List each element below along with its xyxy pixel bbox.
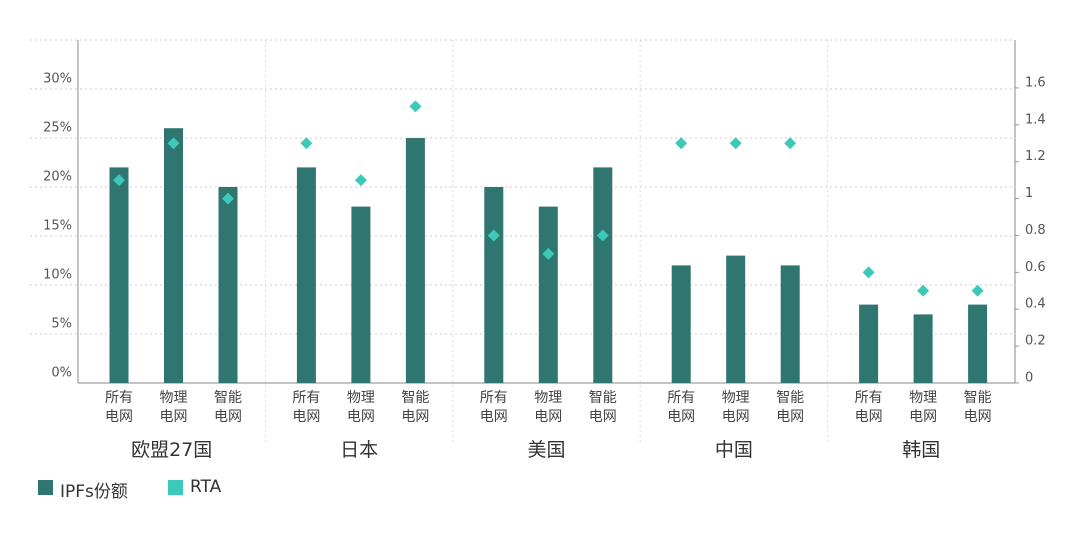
bar bbox=[913, 314, 933, 383]
bar bbox=[593, 167, 613, 383]
bar bbox=[218, 187, 238, 383]
y2-tick-label: 0.8 bbox=[1025, 223, 1046, 238]
legend-label: RTA bbox=[190, 477, 222, 497]
group-label: 中国 bbox=[714, 439, 753, 461]
rta-marker bbox=[542, 247, 555, 260]
rta-marker bbox=[862, 266, 875, 279]
x-tick-label: 智能电网 bbox=[776, 390, 805, 425]
y2-tick-label: 1.2 bbox=[1025, 149, 1046, 164]
bar bbox=[538, 206, 558, 383]
rta-marker bbox=[784, 137, 797, 150]
y2-tick-label: 1.4 bbox=[1025, 112, 1046, 127]
rta-marker bbox=[917, 284, 930, 297]
rta-marker bbox=[729, 137, 742, 150]
y2-tick-label: 0.6 bbox=[1025, 260, 1046, 275]
bar bbox=[726, 255, 746, 383]
y-tick-label: 25% bbox=[43, 121, 72, 136]
bar bbox=[351, 206, 371, 383]
rta-marker bbox=[596, 229, 609, 242]
rta-marker bbox=[487, 229, 500, 242]
x-tick-label: 物理电网 bbox=[534, 390, 563, 425]
x-tick-label: 智能电网 bbox=[401, 390, 430, 425]
rta-marker bbox=[409, 100, 422, 113]
x-tick-label: 物理电网 bbox=[909, 390, 938, 425]
bar bbox=[109, 167, 129, 383]
bar bbox=[968, 304, 988, 383]
y-tick-label: 0% bbox=[51, 366, 72, 381]
x-tick-label: 所有电网 bbox=[292, 390, 321, 425]
bar bbox=[164, 128, 183, 383]
rta-marker bbox=[971, 284, 984, 297]
y2-tick-label: 1 bbox=[1025, 186, 1033, 201]
rta-marker bbox=[300, 137, 313, 150]
x-tick-label: 智能电网 bbox=[214, 390, 242, 425]
rta-marker bbox=[675, 137, 688, 150]
y-tick-label: 5% bbox=[51, 317, 72, 332]
rta-marker bbox=[113, 174, 125, 187]
bar bbox=[484, 187, 504, 383]
x-tick-label: 所有电网 bbox=[854, 390, 883, 425]
y-tick-label: 15% bbox=[43, 219, 72, 234]
y2-tick-label: 0.4 bbox=[1025, 297, 1046, 312]
bar bbox=[859, 304, 879, 383]
y2-tick-label: 1.6 bbox=[1025, 75, 1046, 90]
bar bbox=[405, 138, 425, 383]
rta-marker bbox=[167, 137, 180, 150]
x-tick-label: 物理电网 bbox=[159, 390, 188, 425]
bar bbox=[296, 167, 316, 383]
y2-tick-label: 0.2 bbox=[1025, 334, 1046, 349]
rta-marker bbox=[222, 192, 234, 205]
legend-swatch bbox=[38, 480, 53, 495]
y2-tick-label: 0 bbox=[1025, 371, 1033, 386]
legend-label: IPFs份额 bbox=[60, 482, 128, 502]
rta-marker bbox=[354, 174, 367, 187]
y-tick-label: 30% bbox=[43, 72, 72, 87]
group-label: 韩国 bbox=[902, 439, 941, 461]
legend-swatch bbox=[168, 480, 183, 495]
x-tick-label: 所有电网 bbox=[667, 390, 696, 425]
bar bbox=[780, 265, 800, 383]
y-tick-label: 20% bbox=[43, 170, 72, 185]
x-tick-label: 所有电网 bbox=[105, 390, 133, 425]
group-label: 欧盟27国 bbox=[131, 439, 213, 461]
x-tick-label: 物理电网 bbox=[346, 390, 375, 425]
x-tick-label: 物理电网 bbox=[721, 390, 750, 425]
group-label: 美国 bbox=[527, 439, 566, 461]
x-tick-label: 智能电网 bbox=[963, 390, 992, 425]
x-tick-label: 所有电网 bbox=[479, 390, 508, 425]
x-tick-label: 智能电网 bbox=[588, 390, 617, 425]
bar bbox=[671, 265, 691, 383]
y-tick-label: 10% bbox=[43, 268, 72, 283]
group-label: 日本 bbox=[340, 439, 379, 461]
